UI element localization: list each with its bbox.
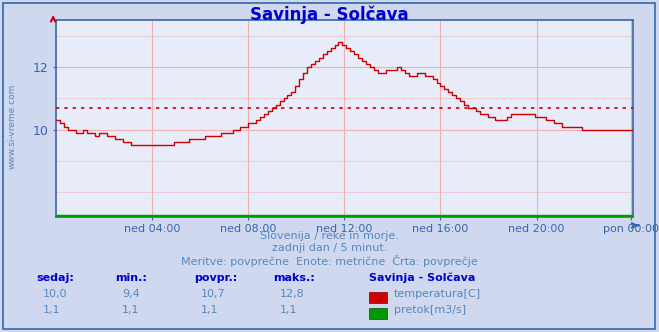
Text: Savinja - Solčava: Savinja - Solčava — [369, 272, 475, 283]
Text: www.si-vreme.com: www.si-vreme.com — [7, 83, 16, 169]
Text: 1,1: 1,1 — [201, 305, 219, 315]
Text: pretok[m3/s]: pretok[m3/s] — [394, 305, 466, 315]
Text: povpr.:: povpr.: — [194, 273, 238, 283]
Text: min.:: min.: — [115, 273, 147, 283]
Text: 1,1: 1,1 — [280, 305, 298, 315]
Text: sedaj:: sedaj: — [36, 273, 74, 283]
Text: Meritve: povprečne  Enote: metrične  Črta: povprečje: Meritve: povprečne Enote: metrične Črta:… — [181, 255, 478, 267]
Text: 1,1: 1,1 — [122, 305, 140, 315]
Text: maks.:: maks.: — [273, 273, 315, 283]
Text: 10,7: 10,7 — [201, 289, 225, 299]
Text: 10,0: 10,0 — [43, 289, 67, 299]
Text: Slovenija / reke in morje.: Slovenija / reke in morje. — [260, 231, 399, 241]
Text: 1,1: 1,1 — [43, 305, 61, 315]
Text: temperatura[C]: temperatura[C] — [394, 289, 481, 299]
Text: zadnji dan / 5 minut.: zadnji dan / 5 minut. — [272, 243, 387, 253]
Text: 12,8: 12,8 — [280, 289, 305, 299]
Text: Savinja - Solčava: Savinja - Solčava — [250, 6, 409, 24]
Text: 9,4: 9,4 — [122, 289, 140, 299]
